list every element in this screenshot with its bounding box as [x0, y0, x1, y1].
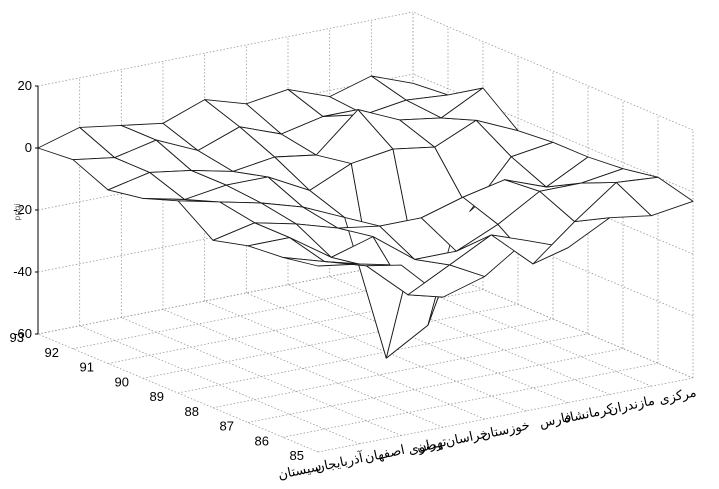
year-tick-label: 92 [45, 345, 59, 360]
wall-gridline [412, 11, 694, 131]
floor-gridline [247, 348, 624, 423]
province-tick-label: مرکزی [658, 384, 698, 407]
floor-gridline [162, 308, 444, 428]
floor-gridline [79, 325, 360, 445]
floor-gridline [282, 362, 659, 438]
z-tick-label: -20 [13, 202, 32, 217]
year-tick-label: 88 [185, 404, 199, 419]
floor-gridline [204, 300, 485, 420]
province-tick-label: مازندران [607, 392, 656, 417]
z-tick-label: -40 [13, 264, 32, 279]
wall-gridline [37, 259, 414, 335]
z-tick-label: -60 [13, 326, 32, 341]
floor-gridline [212, 333, 589, 409]
floor-gridline [121, 317, 402, 436]
floor-gridline [177, 318, 554, 394]
z-tick-label: 0 [25, 140, 32, 155]
z-axis-label: ppgi [13, 203, 22, 220]
province-tick-label: آذربایجان [313, 449, 366, 476]
z-tick-label: 20 [18, 78, 32, 93]
year-tick-label: 90 [115, 374, 129, 389]
province-tick-label: خوزستان [480, 417, 532, 443]
year-tick-label: 87 [220, 419, 234, 434]
floor-gridline [287, 284, 569, 404]
floor-gridline [317, 377, 694, 453]
province-tick-label: خراسان رضوی [407, 425, 490, 458]
wall-gridline [37, 11, 414, 87]
year-tick-label: 93 [10, 330, 24, 345]
surface-mesh [37, 75, 694, 359]
year-tick-label: 91 [80, 360, 94, 375]
year-tick-label: 85 [290, 448, 304, 463]
year-tick-label: 89 [150, 389, 164, 404]
year-tick-label: 86 [255, 433, 269, 448]
floor-gridline [37, 333, 319, 453]
province-tick-label: اصفهان [363, 442, 406, 466]
floor-gridline [142, 303, 519, 379]
surface-cell [615, 176, 694, 217]
